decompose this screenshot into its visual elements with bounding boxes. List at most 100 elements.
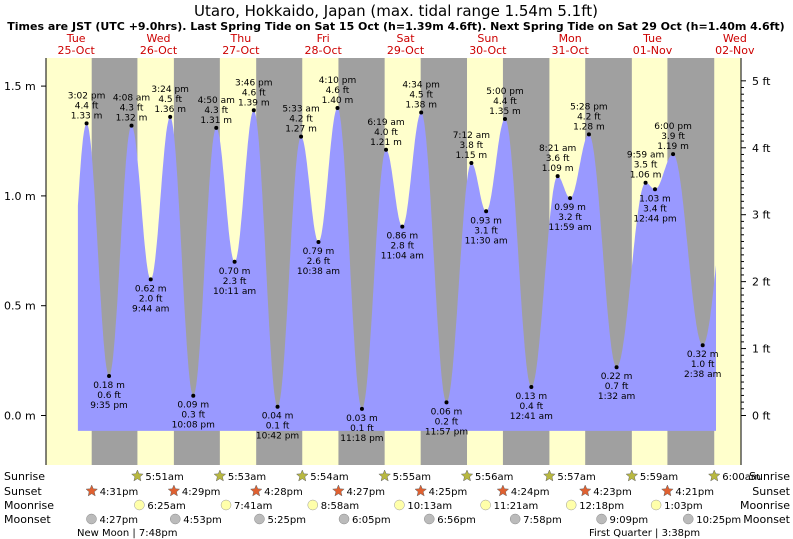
day-weekday: Fri — [317, 32, 330, 45]
high-tide-meters: 1.06 m — [630, 171, 662, 181]
low-tide-feet: 3.1 ft — [474, 226, 498, 236]
high-tide-feet: 3.8 ft — [460, 141, 484, 151]
high-tide-feet: 4.4 ft — [75, 101, 99, 111]
moonset-icon — [338, 513, 350, 525]
high-tide-point — [384, 147, 389, 152]
high-tide-meters: 1.19 m — [657, 142, 689, 152]
tide-labels: 3:02 pm4.4 ft1.33 m0.18 m0.6 ft9:35 pm4:… — [68, 76, 722, 444]
high-tide-meters: 1.28 m — [573, 122, 605, 132]
sunrise-icon — [295, 469, 309, 482]
low-tide-point — [444, 400, 449, 405]
low-tide-time: 2:38 am — [684, 370, 721, 380]
tide-curve — [77, 108, 716, 431]
sunrise-time: 6:00am — [722, 472, 760, 483]
high-tide-feet: 3.9 ft — [661, 132, 685, 142]
low-tide-meters: 0.32 m — [687, 350, 719, 360]
high-tide-feet: 4.6 ft — [242, 88, 266, 98]
sunset-row-label-right: Sunset — [752, 485, 790, 498]
low-tide-feet: 0.3 ft — [181, 411, 205, 421]
high-tide-point — [555, 174, 560, 179]
moonset-icon — [170, 513, 181, 525]
moonrise-time: 7:41am — [234, 501, 272, 512]
low-tide-feet: 0.6 ft — [97, 391, 121, 401]
low-tide-feet: 2.3 ft — [223, 277, 247, 287]
day-date: 26-Oct — [140, 44, 178, 57]
high-tide-feet: 4.3 ft — [204, 106, 228, 116]
chart-title: Utaro, Hokkaido, Japan (max. tidal range… — [194, 2, 598, 20]
moonrise-time: 11:21am — [494, 501, 539, 512]
right-tick-label: 2 ft — [752, 276, 771, 289]
low-tide-time: 11:18 pm — [340, 434, 383, 444]
day-weekday: Sun — [477, 32, 498, 45]
sunset-time: 4:25pm — [429, 487, 468, 498]
low-tide-time: 9:35 pm — [90, 401, 128, 411]
low-tide-point — [148, 277, 153, 282]
moonrise-time: 12:18pm — [579, 501, 624, 512]
moonrise-time: 1:03pm — [664, 501, 703, 512]
high-tide-time: 9:59 am — [627, 151, 664, 161]
right-tick-label: 1 ft — [752, 343, 771, 356]
high-tide-time: 4:10 pm — [319, 76, 357, 86]
sunset-icon — [496, 484, 510, 497]
low-tide-meters: 0.13 m — [515, 392, 547, 402]
sunset-row-label: Sunset — [4, 485, 42, 498]
low-tide-point — [275, 404, 280, 409]
moonset-icon — [682, 513, 694, 525]
sunset-time: 4:23pm — [593, 487, 632, 498]
day-weekday: Wed — [147, 32, 171, 45]
day-date: 28-Oct — [305, 44, 343, 57]
day-weekday: Sat — [396, 32, 415, 45]
sunset-time: 4:31pm — [100, 487, 139, 498]
day-weekday: Tue — [642, 32, 662, 45]
sunrise-icon — [543, 469, 556, 482]
high-tide-feet: 4.5 ft — [158, 95, 182, 105]
day-date: 02-Nov — [715, 44, 755, 57]
low-tide-time: 10:11 am — [213, 287, 256, 297]
moonset-icon — [509, 513, 521, 525]
low-tide-time: 11:59 am — [549, 223, 592, 233]
sunrise-icon — [460, 469, 474, 482]
high-tide-feet: 4.4 ft — [493, 97, 517, 107]
low-tide-point — [191, 393, 196, 398]
low-tide-time: 11:57 pm — [425, 427, 468, 437]
sunrise-row-label: Sunrise — [4, 470, 45, 483]
low-tide-feet: 0.2 ft — [435, 417, 459, 427]
low-tide-feet: 0.1 ft — [266, 422, 290, 432]
sunset-time: 4:28pm — [264, 487, 303, 498]
low-tide-point — [107, 373, 112, 378]
moonset-time: 4:27pm — [99, 515, 138, 526]
sunrise-time: 5:54am — [310, 472, 348, 483]
high-tide-meters: 1.33 m — [71, 111, 103, 121]
first-quarter-label: First Quarter | 3:38pm — [589, 528, 700, 539]
low-tide-meters: 0.93 m — [470, 216, 502, 226]
high-tide-point — [419, 110, 424, 115]
low-tide-meters: 0.99 m — [554, 203, 586, 213]
moonset-icon — [86, 513, 97, 525]
high-tide-meters: 1.15 m — [456, 151, 488, 161]
sunset-time: 4:21pm — [675, 487, 714, 498]
low-tide-meters: 0.03 m — [346, 414, 378, 424]
high-tide-feet: 3.5 ft — [634, 161, 658, 171]
high-tide-time: 3:02 pm — [68, 91, 106, 101]
high-tide-point — [502, 117, 507, 122]
low-tide-point — [700, 343, 705, 348]
moonset-icon — [424, 513, 435, 525]
low-tide-meters: 1.03 m — [639, 194, 671, 204]
moonrise-time: 10:13am — [407, 501, 452, 512]
moonrise-icon — [565, 499, 577, 511]
moonset-time: 4:53pm — [183, 515, 222, 526]
low-tide-feet: 1.0 ft — [691, 360, 715, 370]
high-tide-meters: 1.36 m — [154, 105, 186, 115]
low-tide-time: 10:08 pm — [172, 421, 215, 431]
low-tide-feet: 3.4 ft — [643, 204, 667, 214]
day-headers: Tue25-OctWed26-OctThu27-OctFri28-OctSat2… — [58, 32, 755, 57]
left-tick-label: 0.5 m — [4, 300, 36, 313]
day-date: 01-Nov — [633, 44, 673, 57]
high-tide-point — [335, 106, 340, 111]
day-date: 27-Oct — [222, 44, 260, 57]
low-tide-feet: 0.4 ft — [519, 402, 543, 412]
high-tide-time: 4:50 am — [198, 96, 235, 106]
low-tide-point — [529, 384, 534, 389]
moonset-time: 9:09pm — [610, 515, 649, 526]
high-tide-meters: 1.35 m — [489, 107, 521, 117]
